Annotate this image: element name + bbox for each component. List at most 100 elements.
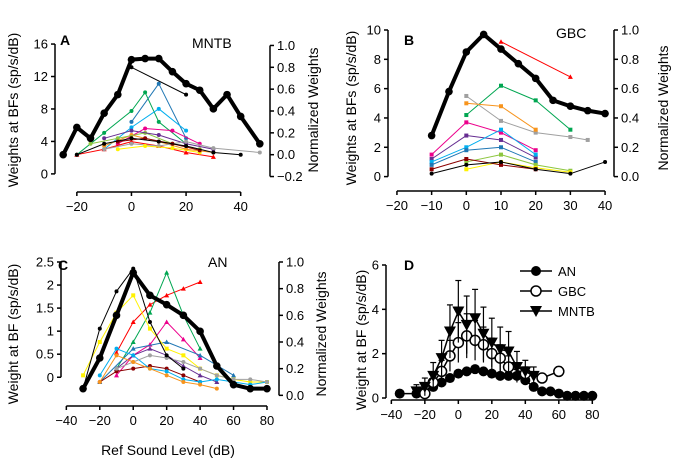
data-point [536,372,548,384]
series-line [431,135,536,160]
y-tick-label: 6 [374,81,381,96]
data-point [583,106,592,115]
data-point [130,319,136,324]
series-n4 [464,101,538,132]
data-point [102,136,107,141]
series-n12 [429,159,608,176]
x-tick-label: 20 [485,407,499,422]
y-tick-label: 4 [372,302,379,317]
data-point [464,113,469,118]
data-point [129,268,138,277]
series-n3 [464,93,590,142]
data-point [156,81,161,86]
data-point [246,384,255,393]
data-point [499,104,503,109]
data-point [168,67,177,76]
data-point [164,339,170,344]
y-tick-label: 4 [41,134,48,149]
y-tick-label: 1 [47,324,54,339]
data-point [603,159,608,164]
series-n13 [74,136,243,157]
data-point [184,143,189,148]
data-point [545,386,556,397]
data-point [181,380,186,384]
data-point [499,152,503,157]
panel-a: A MNTB 0 4 8 12 16 Weights at BFs (sp/s/dB) −0.2… [5,32,321,214]
data-point [147,353,152,358]
data-point [464,120,469,125]
data-point [427,131,436,140]
data-point [429,162,434,167]
y-right-tick-label: 0.4 [277,104,295,119]
data-point [97,326,102,331]
legend-label: GBC [558,284,586,299]
data-point [164,292,170,298]
data-point [238,152,243,157]
panel-letter: D [404,257,414,273]
data-point [211,150,216,155]
data-point [146,291,154,300]
data-point [115,136,120,141]
series-n9 [464,152,573,173]
data-point [129,125,134,130]
data-point [143,90,148,95]
data-point [197,352,203,358]
data-point [585,137,590,142]
data-point [499,137,503,142]
data-point [129,119,134,124]
x-tick-label: 0 [128,199,135,214]
data-point [527,370,540,382]
x-tick-label: −20 [66,199,88,214]
data-point [196,327,204,336]
data-point [443,326,456,338]
series-n9 [114,353,269,384]
legend-marker [530,285,542,297]
y-axis-label: Weight at BF (sp/s/dB) [5,264,21,405]
data-point [164,369,169,374]
data-point [570,390,581,401]
data-point [256,139,264,148]
data-point [197,355,203,360]
legend-marker [531,266,541,276]
x-tick-label: −20 [386,198,408,213]
data-point [74,152,79,157]
y-right-tick-label: 0.0 [621,169,639,184]
panel-c: C AN 0 0.5 1 1.5 2 2.5 Weight at BF (sp/s/dB) 0.0… [5,254,329,458]
data-point [184,139,189,144]
data-point [114,366,119,371]
data-point [184,128,189,133]
x-tick-label: 80 [260,413,274,428]
data-point [170,128,175,133]
data-point [114,350,120,355]
data-point [213,362,221,370]
y-tick-label: 2 [47,278,54,293]
data-point [95,354,104,362]
series-line [431,158,536,170]
y-axis-right-label: Normalized Weights [655,45,671,170]
y-right-tick-label: 0.6 [621,81,639,96]
data-point [429,167,434,172]
series-n2 [129,81,189,141]
series-line [104,141,260,154]
x-tick-label: 60 [552,407,566,422]
y-right-tick-label: 0.4 [286,335,304,350]
y-right-tick-label: 0.6 [286,308,304,323]
data-point [410,386,423,398]
x-tick-label: 80 [585,407,599,422]
x-tick-label: 20 [159,413,173,428]
data-point [464,162,469,167]
panel-letter: A [60,32,70,48]
x-tick-label: 20 [179,199,193,214]
data-point [566,102,575,111]
data-point [223,90,231,99]
y-right-tick-label: 0.0 [286,388,304,403]
y-right-tick-label: 0.8 [277,60,295,75]
data-point [170,146,175,151]
data-point [553,365,565,378]
y-right-tick-label: 1.0 [286,255,304,270]
data-point [248,380,253,384]
series-n1 [129,65,189,97]
y-tick-label: 2 [374,140,381,155]
data-point [502,346,515,358]
